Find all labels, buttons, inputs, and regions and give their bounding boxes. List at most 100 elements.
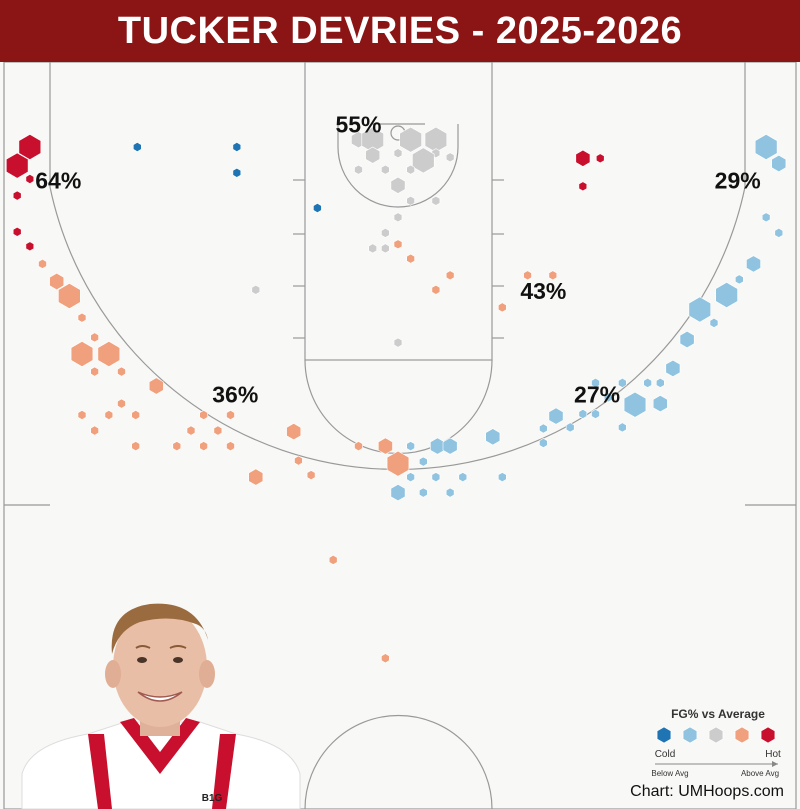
shot-hex — [25, 174, 35, 184]
shot-hex — [131, 410, 140, 420]
shot-hex — [328, 554, 338, 565]
legend-swatch-hot — [760, 726, 776, 744]
shot-hex — [665, 359, 681, 377]
zone-label-right-corner: 29% — [715, 167, 761, 193]
shot-hex — [117, 366, 126, 377]
zone-labels: 64% 55% 29% 43% 36% 27% — [35, 111, 760, 407]
player-headshot: B1G — [21, 603, 301, 809]
shot-hex — [172, 441, 182, 452]
shot-hex — [294, 455, 303, 466]
legend-swatch-average — [708, 726, 724, 744]
shot-hex — [596, 153, 605, 164]
shot-hex — [49, 272, 65, 291]
shot-hex — [133, 142, 142, 152]
shot-hex — [623, 391, 647, 418]
shot-hex — [445, 270, 455, 281]
shot-hex — [754, 134, 778, 160]
shot-hex — [419, 487, 428, 498]
shot-hex — [643, 377, 652, 388]
shot-hex — [431, 472, 441, 483]
shot-hex — [213, 425, 223, 436]
legend-hot-label: Hot — [765, 749, 781, 760]
shot-hex — [148, 377, 164, 395]
shot-hex — [458, 472, 468, 483]
shot-hex — [688, 296, 711, 323]
shot-hex — [431, 284, 441, 295]
shot-hex — [354, 441, 363, 452]
shot-hex — [431, 195, 441, 206]
court-boundary — [3, 62, 797, 809]
shot-hex — [578, 409, 588, 419]
shot-hex — [709, 317, 719, 328]
shot-hex — [419, 456, 428, 467]
shot-hex — [390, 484, 406, 502]
shot-hex — [97, 341, 121, 367]
shot-hex — [38, 258, 47, 269]
shot-hex — [306, 470, 316, 481]
shot-hex — [77, 312, 87, 323]
shot-hex — [381, 227, 390, 238]
shot-hex — [445, 487, 455, 498]
zone-label-paint: 55% — [335, 111, 381, 137]
shot-hex — [498, 472, 507, 483]
shot-hex — [679, 330, 695, 349]
zone-label-left-corner: 64% — [35, 167, 81, 193]
shot-hex — [368, 243, 377, 254]
shot-hex — [226, 410, 235, 420]
shot-hex — [393, 148, 403, 159]
shot-hex — [406, 441, 415, 452]
shot-hex — [575, 149, 591, 167]
shot-hex — [354, 164, 363, 175]
shot-hex — [523, 270, 532, 281]
shot-hex — [104, 410, 114, 420]
shot-hex — [548, 407, 564, 425]
shot-hex — [248, 468, 264, 486]
shot-hex — [117, 398, 126, 409]
shot-hex — [58, 283, 81, 309]
shot-hex — [445, 152, 455, 163]
shot-hex — [70, 341, 94, 367]
shot-hex — [232, 167, 242, 178]
shot-hex — [199, 410, 208, 420]
shot-hex — [251, 284, 261, 295]
shot-hex — [652, 395, 668, 413]
shot-hex — [232, 142, 242, 152]
zone-label-left-wing: 36% — [212, 382, 258, 408]
legend-above-label: Above Avg — [741, 769, 779, 778]
shot-hex — [399, 126, 422, 153]
shot-hex — [715, 282, 738, 308]
shot-hex — [548, 270, 558, 281]
zone-label-right-mid: 43% — [520, 278, 566, 304]
shot-hex — [746, 255, 761, 273]
shot-hex — [365, 146, 381, 164]
legend-cold-label: Cold — [655, 749, 676, 760]
shot-hex — [485, 428, 501, 446]
shot-hex — [761, 212, 771, 223]
shot-hex — [406, 253, 415, 264]
shot-hex — [381, 243, 390, 254]
legend-below-label: Below Avg — [651, 769, 688, 778]
shot-hex — [381, 653, 390, 664]
shot-hex — [199, 441, 208, 452]
chart-header: TUCKER DEVRIES - 2025-2026 — [0, 0, 800, 62]
paint — [304, 62, 493, 361]
shot-hex — [186, 425, 196, 436]
shot-hex — [442, 437, 458, 455]
shot-hex — [774, 227, 784, 238]
legend-swatches — [656, 726, 776, 744]
shot-hex — [25, 241, 35, 252]
shot-hex — [393, 337, 403, 348]
shot-hex — [90, 332, 99, 343]
restricted-arc — [337, 146, 459, 208]
center-circle — [304, 714, 493, 809]
shot-hex — [412, 147, 435, 174]
legend-swatch-above — [734, 726, 750, 744]
shot-hex — [6, 152, 29, 179]
shot-hex — [591, 409, 600, 419]
shot-hex — [90, 366, 99, 377]
shot-hex — [286, 423, 302, 441]
shot-hex — [591, 377, 600, 388]
shot-hex — [18, 134, 42, 160]
shot-hex — [618, 422, 627, 433]
legend-swatch-cold — [656, 726, 672, 744]
